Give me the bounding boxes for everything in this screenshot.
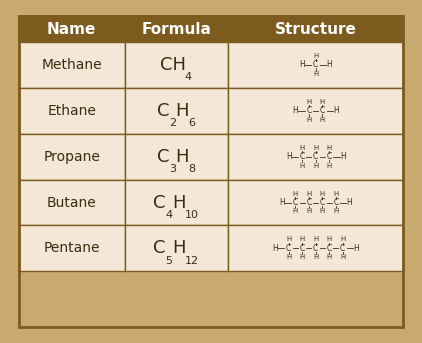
Text: H: H bbox=[327, 163, 332, 168]
FancyBboxPatch shape bbox=[19, 180, 124, 225]
FancyBboxPatch shape bbox=[19, 42, 124, 88]
Text: H: H bbox=[286, 254, 291, 260]
Text: Butane: Butane bbox=[47, 196, 97, 210]
Text: C: C bbox=[320, 198, 325, 207]
Text: 12: 12 bbox=[185, 256, 199, 266]
FancyBboxPatch shape bbox=[19, 134, 124, 180]
FancyBboxPatch shape bbox=[124, 42, 228, 88]
Text: Ethane: Ethane bbox=[47, 104, 96, 118]
Text: C: C bbox=[313, 152, 318, 161]
Text: Methane: Methane bbox=[41, 58, 102, 72]
Text: H: H bbox=[320, 117, 325, 123]
FancyBboxPatch shape bbox=[124, 180, 228, 225]
Text: H: H bbox=[286, 152, 292, 161]
Text: H: H bbox=[272, 244, 278, 253]
Text: C: C bbox=[157, 147, 169, 166]
FancyBboxPatch shape bbox=[228, 42, 403, 88]
Text: Structure: Structure bbox=[275, 22, 357, 37]
Text: H: H bbox=[176, 147, 189, 166]
Text: C: C bbox=[333, 198, 338, 207]
Text: H: H bbox=[300, 163, 305, 168]
Text: C: C bbox=[306, 106, 311, 115]
Text: H: H bbox=[340, 236, 345, 243]
Text: 2: 2 bbox=[169, 118, 176, 128]
Text: H: H bbox=[313, 71, 318, 77]
Text: H: H bbox=[306, 209, 311, 214]
FancyBboxPatch shape bbox=[228, 88, 403, 134]
Text: H: H bbox=[300, 145, 305, 151]
FancyBboxPatch shape bbox=[124, 134, 228, 180]
Text: C: C bbox=[300, 152, 305, 161]
Text: C: C bbox=[313, 244, 318, 253]
Text: H: H bbox=[326, 60, 332, 69]
Text: CH: CH bbox=[160, 56, 186, 74]
Text: 6: 6 bbox=[189, 118, 195, 128]
Text: H: H bbox=[306, 117, 311, 123]
Text: H: H bbox=[320, 99, 325, 105]
Text: C: C bbox=[306, 198, 311, 207]
Text: Propane: Propane bbox=[43, 150, 100, 164]
FancyBboxPatch shape bbox=[19, 88, 124, 134]
Text: H: H bbox=[286, 236, 291, 243]
Text: H: H bbox=[292, 106, 298, 115]
Text: H: H bbox=[340, 254, 345, 260]
Text: H: H bbox=[176, 102, 189, 120]
FancyBboxPatch shape bbox=[124, 225, 228, 271]
Text: H: H bbox=[299, 60, 305, 69]
Text: C: C bbox=[300, 244, 305, 253]
Text: C: C bbox=[340, 244, 345, 253]
Text: C: C bbox=[327, 152, 332, 161]
Text: 4: 4 bbox=[165, 210, 173, 220]
Text: Name: Name bbox=[47, 22, 97, 37]
Text: H: H bbox=[306, 191, 311, 197]
Text: H: H bbox=[333, 191, 338, 197]
Text: H: H bbox=[172, 193, 185, 212]
Text: C: C bbox=[153, 239, 165, 257]
Text: H: H bbox=[313, 53, 318, 59]
Text: C: C bbox=[313, 60, 318, 69]
Text: Pentane: Pentane bbox=[43, 241, 100, 256]
Text: H: H bbox=[353, 244, 359, 253]
FancyBboxPatch shape bbox=[228, 225, 403, 271]
Text: 8: 8 bbox=[189, 164, 196, 174]
Text: H: H bbox=[313, 163, 318, 168]
Text: H: H bbox=[340, 152, 346, 161]
Text: H: H bbox=[313, 145, 318, 151]
Text: C: C bbox=[157, 102, 169, 120]
FancyBboxPatch shape bbox=[228, 180, 403, 225]
Text: H: H bbox=[300, 254, 305, 260]
Text: H: H bbox=[320, 191, 325, 197]
Text: H: H bbox=[300, 236, 305, 243]
Text: 3: 3 bbox=[169, 164, 176, 174]
Text: H: H bbox=[327, 254, 332, 260]
FancyBboxPatch shape bbox=[124, 16, 228, 42]
Text: 10: 10 bbox=[185, 210, 199, 220]
Text: H: H bbox=[306, 99, 311, 105]
Text: H: H bbox=[279, 198, 285, 207]
Text: H: H bbox=[346, 198, 352, 207]
Text: H: H bbox=[313, 254, 318, 260]
Text: H: H bbox=[327, 236, 332, 243]
Text: 4: 4 bbox=[185, 72, 192, 82]
Text: H: H bbox=[333, 106, 339, 115]
Text: C: C bbox=[327, 244, 332, 253]
FancyBboxPatch shape bbox=[19, 16, 124, 42]
Text: Formula: Formula bbox=[141, 22, 211, 37]
FancyBboxPatch shape bbox=[228, 134, 403, 180]
FancyBboxPatch shape bbox=[124, 88, 228, 134]
Text: H: H bbox=[333, 209, 338, 214]
Text: C: C bbox=[293, 198, 298, 207]
Text: C: C bbox=[153, 193, 165, 212]
Text: H: H bbox=[293, 191, 298, 197]
Text: H: H bbox=[172, 239, 185, 257]
Text: H: H bbox=[313, 236, 318, 243]
Text: C: C bbox=[320, 106, 325, 115]
Text: H: H bbox=[327, 145, 332, 151]
Text: 5: 5 bbox=[165, 256, 172, 266]
FancyBboxPatch shape bbox=[19, 225, 124, 271]
Text: H: H bbox=[293, 209, 298, 214]
Text: H: H bbox=[320, 209, 325, 214]
Text: C: C bbox=[286, 244, 291, 253]
FancyBboxPatch shape bbox=[228, 16, 403, 42]
